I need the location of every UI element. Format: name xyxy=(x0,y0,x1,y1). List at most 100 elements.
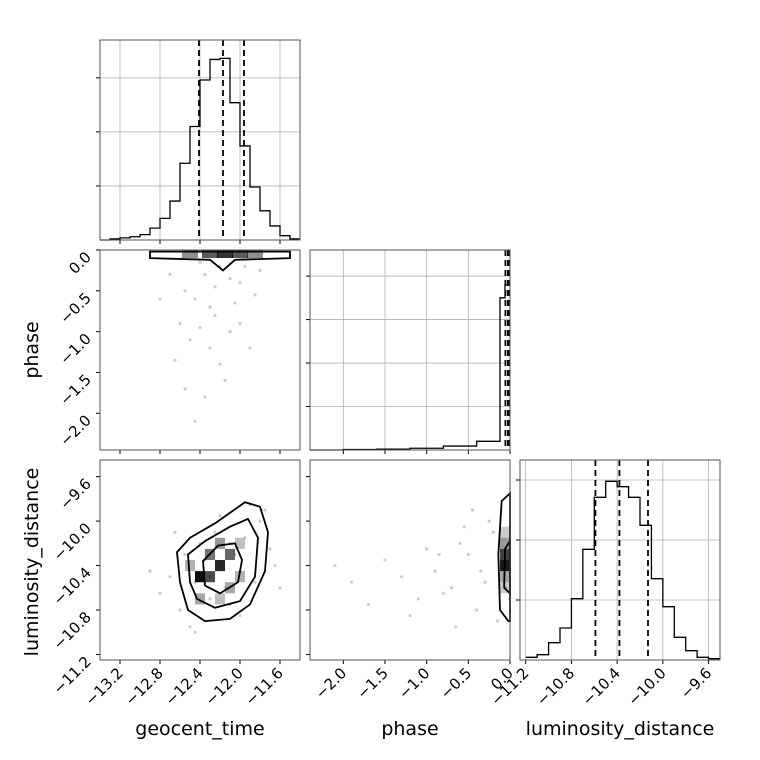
geocent-phase-sample-point xyxy=(193,419,197,424)
geocent-luminosity-sample-point xyxy=(218,513,222,518)
luminosity-distance-y-tick-label: −10.4 xyxy=(50,564,95,609)
phase-luminosity-sample-point xyxy=(479,569,483,573)
geocent-phase-sample-point xyxy=(208,305,212,309)
geocent-phase-sample-point xyxy=(173,358,177,362)
luminosity-distance-x-tick-label: −10.4 xyxy=(579,664,624,709)
geocent-time-histogram-step xyxy=(100,57,300,241)
phase-y-tick-label: −1.5 xyxy=(56,371,94,409)
phase-marginal-panel xyxy=(306,249,511,454)
geocent-phase-sample-point xyxy=(238,321,242,326)
luminosity-distance-x-tick-label: −10.8 xyxy=(533,664,578,709)
geocent-luminosity-sample-point xyxy=(278,586,282,590)
geocent-luminosity-density-cell xyxy=(195,593,205,605)
geocent-phase-density-cell xyxy=(232,250,248,258)
phase-luminosity-sample-point xyxy=(366,602,370,607)
geocent-luminosity-sample-point xyxy=(183,552,187,557)
geocent-phase-sample-point xyxy=(213,313,217,317)
geocent-phase-sample-point xyxy=(198,260,202,264)
geocent-time-marginal-panel xyxy=(96,39,301,244)
x-axis-label-geocent-time: geocent_time xyxy=(135,718,264,740)
geocent-phase-density-cell xyxy=(182,250,198,258)
geocent-phase-sample-point xyxy=(218,362,222,366)
panel-frame xyxy=(519,459,721,661)
geocent-luminosity-sample-point xyxy=(148,569,152,573)
geocent-luminosity-sample-point xyxy=(193,630,197,634)
geocent-time-x-tick-label: −12.4 xyxy=(162,664,207,709)
geocent-luminosity-density-cell xyxy=(215,593,225,605)
geocent-luminosity-sample-point xyxy=(208,597,212,601)
phase-luminosity-sample-point xyxy=(487,519,491,523)
geocent-luminosity-sample-point xyxy=(213,530,217,534)
geocent-phase-sample-point xyxy=(208,346,212,350)
phase-x-tick-label: −2.0 xyxy=(312,664,350,702)
geocent-phase-density-cell xyxy=(247,250,263,258)
geocent-phase-sample-point xyxy=(188,338,192,342)
panel-frame xyxy=(99,459,301,661)
geocent-luminosity-sample-point xyxy=(188,625,192,629)
geocent-luminosity-sample-point xyxy=(273,563,277,568)
geocent-phase-sample-point xyxy=(223,379,227,383)
geocent-luminosity-sample-point xyxy=(158,591,162,595)
geocent-luminosity-sample-point xyxy=(168,575,172,579)
phase-luminosity-sample-point xyxy=(483,580,487,584)
phase-luminosity-sample-point xyxy=(408,613,412,618)
geocent-phase-sample-point xyxy=(233,301,237,305)
geocent-phase-sample-point xyxy=(228,330,232,334)
geocent-phase-sample-point xyxy=(158,297,162,301)
phase-luminosity-sample-point xyxy=(333,563,337,568)
geocent-time-x-tick-label: −12.8 xyxy=(122,664,167,709)
phase-luminosity-sample-point xyxy=(491,530,495,534)
luminosity-vs-geocent-time-panel: −11.2−10.8−10.4−10.0−9.6−13.2−12.8−12.4−… xyxy=(50,459,301,709)
panel-frame xyxy=(99,249,301,451)
phase-histogram-step xyxy=(310,284,510,451)
phase-y-tick-label: −2.0 xyxy=(56,411,94,449)
geocent-luminosity-density-cell xyxy=(185,560,195,572)
phase-y-tick-label: −1.0 xyxy=(56,330,94,368)
geocent-phase-density-cell xyxy=(202,250,218,258)
geocent-time-x-tick-label: −12.0 xyxy=(202,664,247,709)
geocent-phase-sample-point xyxy=(178,321,182,326)
geocent-luminosity-contour-outer xyxy=(176,501,269,623)
luminosity-distance-x-tick-label: −9.6 xyxy=(677,664,715,702)
luminosity-vs-phase-panel: −2.0 −1.5 −1.0 −0.5 0.0 xyxy=(306,459,517,703)
geocent-phase-sample-point xyxy=(168,272,172,277)
phase-luminosity-density-cell xyxy=(500,537,510,549)
phase-luminosity-sample-point xyxy=(400,575,404,579)
phase-luminosity-sample-point xyxy=(416,597,420,601)
phase-luminosity-density-cell xyxy=(500,526,510,538)
geocent-luminosity-sample-point xyxy=(238,613,242,618)
phase-luminosity-sample-point xyxy=(495,619,500,623)
geocent-phase-sample-point xyxy=(213,285,217,289)
luminosity-distance-marginal-panel: −11.2 −10.8 −10.4 −10.0 −9.6 xyxy=(487,459,721,709)
geocent-phase-sample-point xyxy=(253,293,257,297)
geocent-luminosity-sample-point xyxy=(223,586,227,590)
panel-frame xyxy=(309,459,511,661)
geocent-luminosity-sample-point xyxy=(258,519,262,523)
geocent-luminosity-sample-point xyxy=(253,580,257,584)
phase-luminosity-sample-point xyxy=(433,569,437,573)
luminosity-distance-x-tick-label: −10.0 xyxy=(624,664,669,709)
geocent-phase-sample-point xyxy=(193,297,197,301)
geocent-luminosity-sample-point xyxy=(268,547,272,551)
phase-x-tick-label: −1.5 xyxy=(353,664,391,702)
phase-luminosity-sample-point xyxy=(350,580,354,584)
luminosity-distance-y-tick-label: −9.6 xyxy=(56,475,94,513)
phase-luminosity-sample-point xyxy=(462,525,466,529)
luminosity-distance-y-tick-label: −10.0 xyxy=(50,519,95,564)
geocent-phase-sample-point xyxy=(183,289,187,293)
geocent-time-x-tick-label: −11.6 xyxy=(242,664,287,709)
geocent-luminosity-density-cell xyxy=(235,571,245,583)
geocent-phase-sample-point xyxy=(203,272,207,277)
geocent-phase-sample-point xyxy=(248,346,252,350)
panel-frame xyxy=(99,39,301,241)
geocent-luminosity-sample-point xyxy=(178,608,182,612)
geocent-phase-density-cell xyxy=(217,250,233,258)
phase-luminosity-sample-point xyxy=(425,547,429,551)
geocent-phase-sample-point xyxy=(228,276,232,281)
geocent-luminosity-density-cell xyxy=(195,571,205,583)
phase-luminosity-sample-point xyxy=(470,508,475,512)
phase-luminosity-sample-point xyxy=(466,552,470,557)
phase-luminosity-sample-point xyxy=(454,625,458,629)
phase-luminosity-sample-point xyxy=(441,591,445,595)
